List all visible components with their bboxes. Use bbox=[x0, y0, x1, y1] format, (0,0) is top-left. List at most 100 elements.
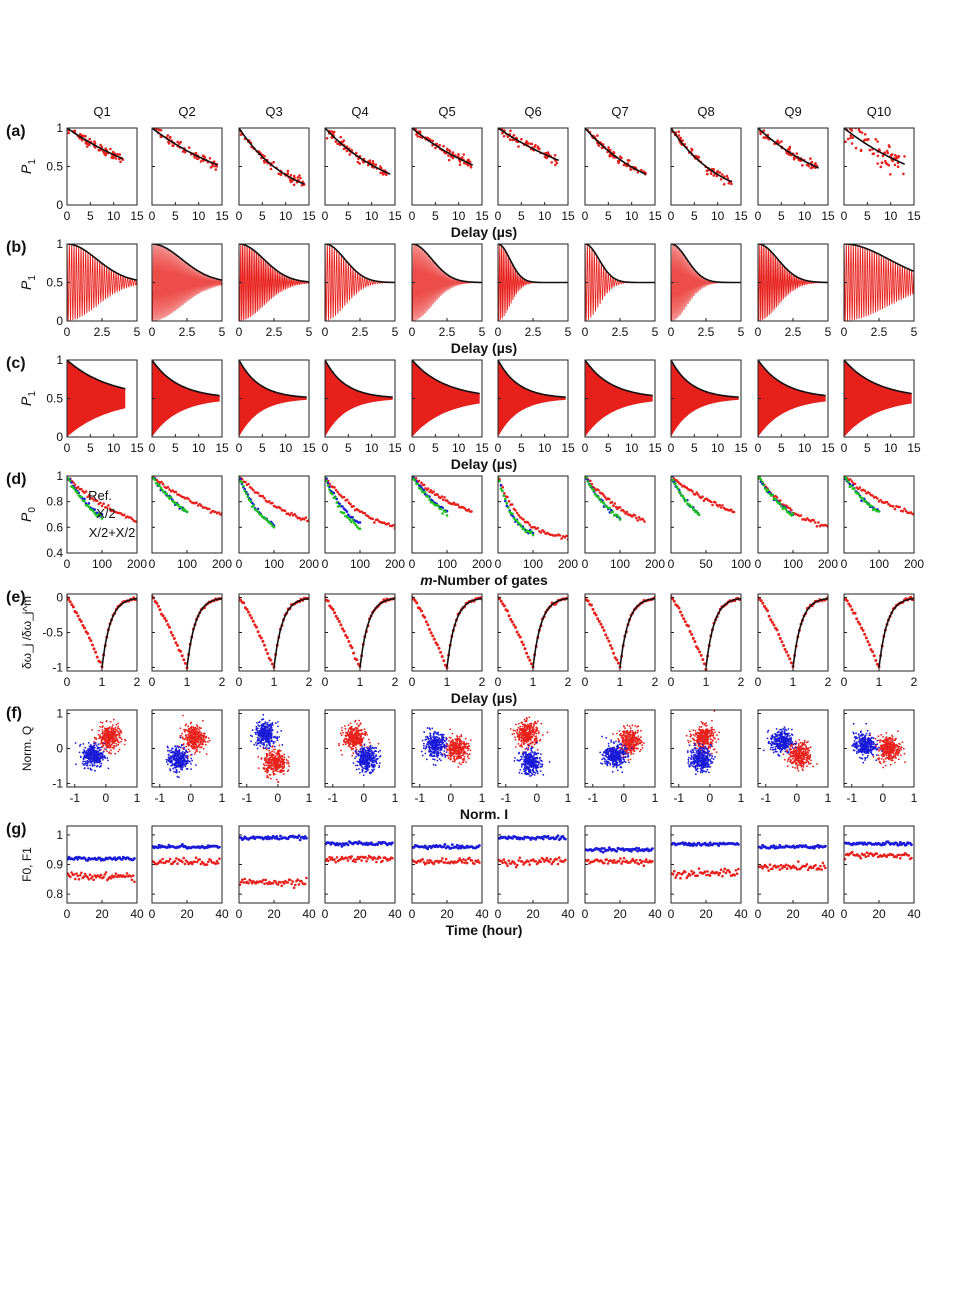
data-point bbox=[105, 746, 108, 748]
data-point bbox=[799, 514, 803, 517]
y-axis-label: P1 bbox=[18, 391, 38, 406]
data-point bbox=[273, 736, 276, 739]
data-point bbox=[256, 491, 260, 495]
data-point bbox=[256, 722, 258, 724]
data-point bbox=[255, 728, 257, 731]
envelope-fit bbox=[412, 360, 480, 395]
data-point bbox=[264, 759, 266, 762]
data-point bbox=[110, 737, 113, 740]
data-point bbox=[120, 738, 123, 741]
data-point bbox=[550, 161, 553, 164]
data-point bbox=[599, 622, 603, 626]
plot-area bbox=[67, 595, 137, 669]
data-point bbox=[211, 163, 214, 167]
data-point bbox=[526, 521, 530, 524]
data-point bbox=[868, 492, 871, 495]
data-point bbox=[506, 135, 510, 139]
data-point bbox=[112, 734, 114, 737]
data-point bbox=[729, 508, 733, 512]
x-tick-label: 10 bbox=[107, 209, 121, 223]
data-point bbox=[874, 138, 877, 141]
data-point bbox=[118, 731, 121, 734]
data-point bbox=[100, 504, 104, 508]
x-tick-label: 2 bbox=[565, 675, 572, 689]
data-point bbox=[636, 171, 640, 174]
data-point bbox=[759, 599, 763, 603]
data-point bbox=[764, 607, 768, 611]
data-point bbox=[258, 725, 261, 727]
data-point bbox=[193, 733, 196, 735]
fit-curve bbox=[186, 597, 222, 668]
data-point bbox=[196, 727, 199, 730]
data-point bbox=[170, 760, 173, 762]
data-point bbox=[88, 757, 91, 760]
plot-area bbox=[585, 360, 653, 437]
data-point bbox=[270, 767, 272, 770]
data-point bbox=[534, 143, 537, 147]
data-point bbox=[332, 130, 336, 134]
data-point bbox=[683, 620, 687, 624]
x-axis-label-italic: m bbox=[420, 572, 432, 588]
y-tick-label: -1 bbox=[52, 661, 63, 675]
data-point bbox=[106, 757, 109, 759]
data-point bbox=[436, 643, 439, 647]
data-point bbox=[204, 736, 207, 739]
data-point bbox=[791, 512, 795, 515]
data-point bbox=[857, 492, 860, 496]
data-point bbox=[629, 168, 632, 171]
data-point bbox=[79, 620, 83, 623]
data-point bbox=[101, 721, 104, 724]
fit-curve bbox=[239, 128, 305, 185]
data-point bbox=[286, 172, 290, 175]
data-point bbox=[328, 488, 331, 491]
data-point bbox=[89, 753, 92, 755]
data-point bbox=[182, 753, 184, 755]
data-point bbox=[467, 164, 470, 167]
plot-area bbox=[758, 244, 828, 321]
data-point bbox=[274, 764, 277, 767]
data-point bbox=[258, 634, 262, 638]
data-point bbox=[107, 727, 110, 729]
data-point bbox=[176, 775, 179, 778]
data-point bbox=[81, 624, 85, 627]
data-point bbox=[107, 737, 110, 739]
x-tick-label: 0 bbox=[582, 557, 589, 571]
panel-c-q9: 0 5 10 15 bbox=[755, 359, 835, 455]
plot-area bbox=[412, 244, 482, 321]
data-point bbox=[607, 146, 610, 149]
data-point bbox=[529, 662, 533, 666]
data-point bbox=[86, 142, 89, 145]
data-point bbox=[514, 509, 517, 512]
x-tick-label: 50 bbox=[699, 557, 713, 571]
plot-area bbox=[844, 595, 914, 669]
data-point bbox=[266, 767, 269, 769]
data-point bbox=[283, 753, 286, 756]
data-point bbox=[83, 756, 85, 759]
data-point bbox=[167, 753, 170, 756]
data-point bbox=[190, 730, 193, 733]
data-point bbox=[89, 764, 91, 767]
data-point bbox=[296, 176, 300, 179]
data-point bbox=[261, 727, 264, 730]
x-tick-label: 0 bbox=[322, 557, 329, 571]
data-point bbox=[536, 526, 540, 530]
data-point bbox=[256, 727, 259, 730]
data-point bbox=[413, 599, 417, 603]
data-point bbox=[889, 154, 892, 157]
data-point bbox=[814, 162, 817, 165]
data-point bbox=[194, 747, 197, 749]
data-point bbox=[869, 648, 873, 652]
data-point bbox=[168, 757, 170, 759]
data-point bbox=[843, 473, 846, 476]
data-point bbox=[187, 733, 190, 736]
data-point bbox=[107, 759, 109, 762]
panel-b-q4: 0 2.5 5 bbox=[322, 243, 399, 339]
envelope-fit bbox=[585, 360, 653, 397]
data-point bbox=[876, 140, 879, 143]
ramsey-trace bbox=[239, 244, 309, 321]
data-point bbox=[120, 731, 123, 734]
data-point bbox=[116, 727, 119, 730]
data-point bbox=[871, 650, 875, 654]
data-point bbox=[91, 497, 94, 500]
data-point bbox=[179, 761, 182, 763]
